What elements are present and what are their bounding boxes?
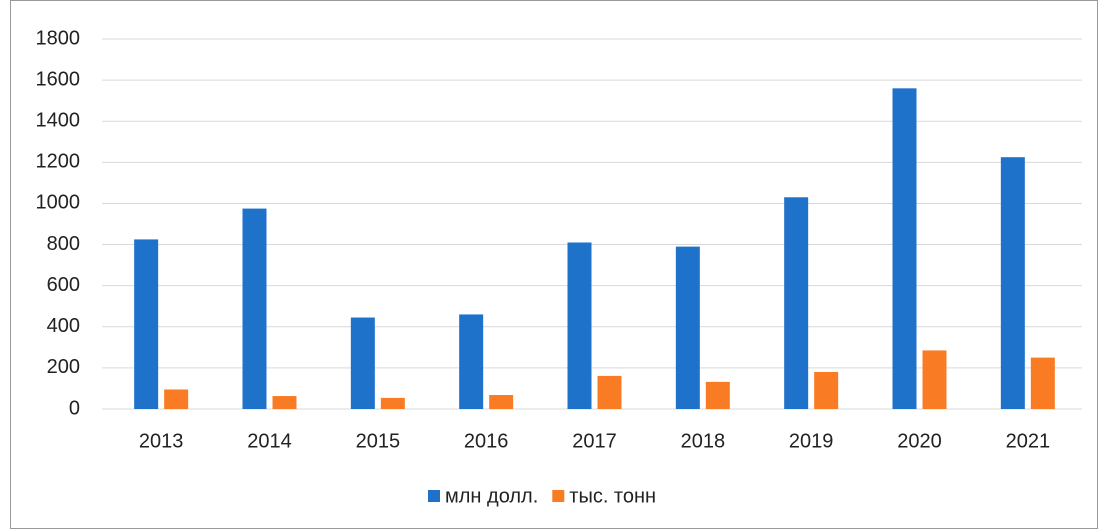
y-tick-label: 1800 xyxy=(36,27,81,49)
bar xyxy=(242,208,267,409)
x-tick-label: 2014 xyxy=(247,430,292,452)
y-tick-label: 600 xyxy=(47,274,80,296)
bar xyxy=(567,242,592,409)
bar xyxy=(164,389,189,409)
legend-label: тыс. тонн xyxy=(569,485,656,507)
bar xyxy=(922,350,947,409)
y-tick-label: 0 xyxy=(69,397,80,419)
x-tick-label: 2021 xyxy=(1006,430,1051,452)
bar xyxy=(597,375,622,409)
bar xyxy=(892,88,917,409)
y-tick-label: 1400 xyxy=(36,110,81,132)
legend-swatch xyxy=(552,490,565,502)
bar xyxy=(1000,157,1025,409)
y-tick-label: 800 xyxy=(47,233,80,255)
bar xyxy=(675,246,700,409)
x-tick-label: 2015 xyxy=(356,430,401,452)
bar xyxy=(350,317,375,409)
y-tick-label: 200 xyxy=(47,356,80,378)
bar xyxy=(814,372,839,409)
bar xyxy=(380,397,405,409)
y-tick-label: 1000 xyxy=(36,192,81,214)
bar xyxy=(705,381,730,409)
y-tick-label: 400 xyxy=(47,315,80,337)
legend-swatch xyxy=(428,490,440,502)
x-tick-label: 2018 xyxy=(681,430,726,452)
y-tick-label: 1600 xyxy=(36,68,81,90)
y-tick-label: 1200 xyxy=(36,151,81,173)
x-tick-label: 2020 xyxy=(897,430,942,452)
bar xyxy=(134,239,159,409)
x-tick-label: 2019 xyxy=(789,430,834,452)
bar xyxy=(272,396,297,409)
bar xyxy=(784,197,809,409)
bar xyxy=(459,314,484,409)
x-tick-label: 2013 xyxy=(139,430,184,452)
x-tick-label: 2016 xyxy=(464,430,509,452)
x-tick-label: 2017 xyxy=(572,430,617,452)
legend-label: млн долл. xyxy=(445,485,538,507)
bar xyxy=(489,395,514,409)
bar xyxy=(1030,357,1055,409)
